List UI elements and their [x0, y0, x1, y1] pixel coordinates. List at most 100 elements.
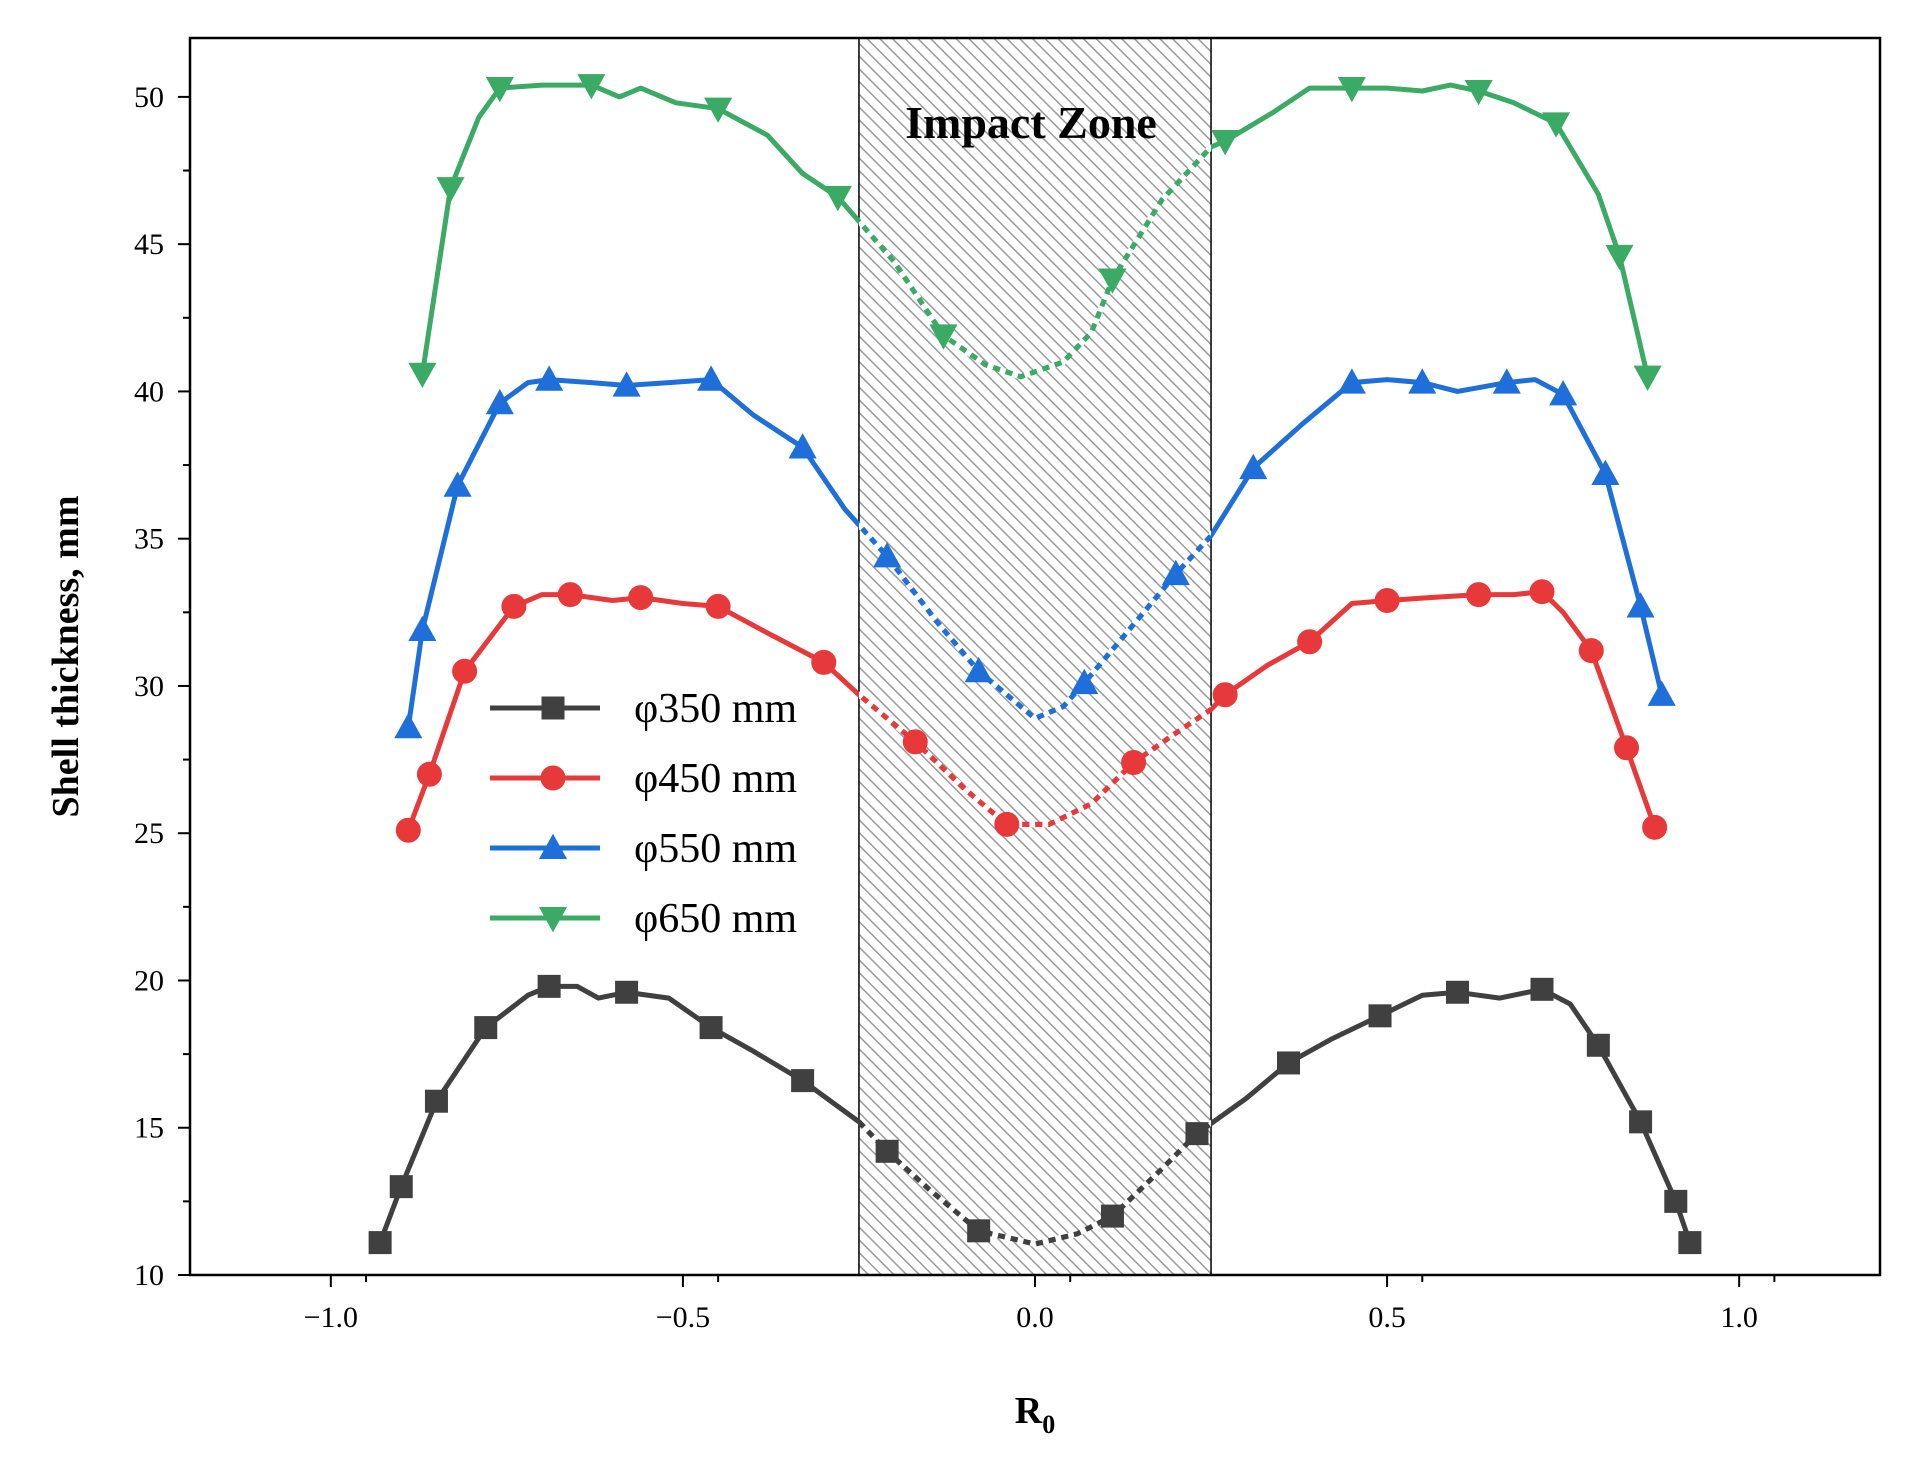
data-point: [929, 324, 958, 350]
data-point: [1121, 750, 1147, 776]
data-point: [791, 1069, 815, 1093]
data-point: [1464, 79, 1493, 106]
data-point: [967, 1219, 991, 1243]
data-point: [1591, 459, 1620, 485]
series-dash-gap: [858, 143, 1212, 380]
data-point: [1605, 244, 1634, 271]
data-point: [577, 74, 606, 100]
data-point: [436, 177, 465, 203]
y-tick-label: 40: [134, 375, 164, 408]
data-point: [1549, 380, 1578, 406]
data-point: [811, 649, 837, 675]
data-point: [875, 1139, 899, 1163]
data-point: [705, 593, 731, 619]
data-point: [994, 811, 1020, 837]
data-point: [628, 585, 654, 611]
y-axis-title: Shell thickness, mm: [45, 496, 87, 818]
data-point: [389, 1175, 413, 1199]
data-point: [1408, 368, 1437, 394]
impact-zone-label: Impact Zone: [905, 97, 1157, 148]
series-3: [408, 74, 1662, 391]
series-line-dashed: [858, 521, 1212, 722]
data-point: [1466, 582, 1492, 608]
data-point: [1100, 1204, 1124, 1228]
legend-item: φ650 mm: [490, 896, 797, 942]
legend-item: φ450 mm: [490, 756, 797, 802]
data-point: [557, 582, 583, 608]
data-point: [704, 97, 733, 123]
data-point: [1211, 130, 1240, 156]
data-point: [501, 593, 527, 619]
series-layer: [368, 74, 1702, 1255]
data-point: [1446, 980, 1469, 1004]
series-line-dashed: [858, 1120, 1212, 1247]
data-point: [1297, 629, 1323, 655]
data-point: [452, 658, 478, 684]
data-point: [1098, 268, 1127, 294]
data-point: [1647, 680, 1676, 706]
data-point: [485, 388, 514, 415]
data-point: [697, 365, 726, 391]
data-point: [1586, 1033, 1610, 1057]
data-point: [368, 1231, 392, 1255]
data-point: [612, 371, 641, 397]
data-point: [408, 362, 437, 388]
data-point: [1530, 977, 1554, 1001]
x-axis-title: R0: [1015, 1390, 1055, 1439]
series-line-dashed: [858, 691, 1212, 827]
data-point: [1492, 368, 1521, 394]
legend-item: φ350 mm: [490, 686, 797, 732]
data-point: [443, 471, 472, 497]
data-point: [535, 365, 564, 391]
legend-label: φ650 mm: [634, 896, 797, 942]
impact-zone-region: [858, 37, 1212, 1276]
legend-marker: [538, 833, 568, 860]
x-tick-label: −0.5: [656, 1301, 710, 1334]
y-tick-label: 35: [134, 523, 164, 556]
x-tick-label: 0.5: [1368, 1301, 1406, 1334]
data-point: [408, 615, 437, 642]
legend-marker: [538, 906, 568, 933]
legend-marker: [541, 696, 565, 720]
data-point: [1212, 682, 1238, 708]
data-point: [1161, 559, 1190, 586]
legend-item: φ550 mm: [490, 826, 797, 872]
data-point: [1374, 588, 1400, 614]
data-point: [474, 1016, 498, 1040]
series-0: [368, 974, 1702, 1255]
data-point: [788, 433, 817, 459]
series-1: [395, 579, 1668, 843]
x-tick-label: 0.0: [1016, 1301, 1054, 1334]
y-tick-label: 20: [134, 964, 164, 997]
y-tick-label: 45: [134, 228, 164, 261]
data-point: [394, 712, 423, 739]
y-tick-label: 30: [134, 670, 164, 703]
data-point: [615, 980, 639, 1004]
data-point: [1678, 1231, 1702, 1255]
series-line-dashed: [858, 144, 1212, 380]
data-point: [1070, 668, 1099, 695]
legend-label: φ450 mm: [634, 756, 797, 802]
data-point: [823, 185, 852, 212]
data-point: [1239, 453, 1268, 480]
x-tick-label: −1.0: [304, 1301, 358, 1334]
data-point: [1642, 814, 1668, 840]
series-2: [394, 365, 1676, 739]
legend-label: φ350 mm: [634, 686, 797, 732]
data-point: [485, 77, 514, 103]
data-point: [1368, 1004, 1392, 1028]
legend: φ350 mm φ450 mm φ550 mm φ650 mm: [490, 686, 797, 942]
y-tick-label: 10: [134, 1259, 164, 1292]
series-dash-gap: [858, 520, 1212, 722]
y-tick-label: 15: [134, 1112, 164, 1145]
x-axis: −1.0 −0.5 0.0 0.5 1.0: [304, 1275, 1776, 1334]
data-point: [1578, 638, 1604, 664]
data-point: [424, 1089, 448, 1113]
data-point: [416, 761, 442, 787]
y-tick-label: 50: [134, 81, 164, 114]
data-point: [1626, 592, 1655, 618]
data-point: [1185, 1122, 1209, 1146]
legend-marker: [540, 765, 566, 791]
